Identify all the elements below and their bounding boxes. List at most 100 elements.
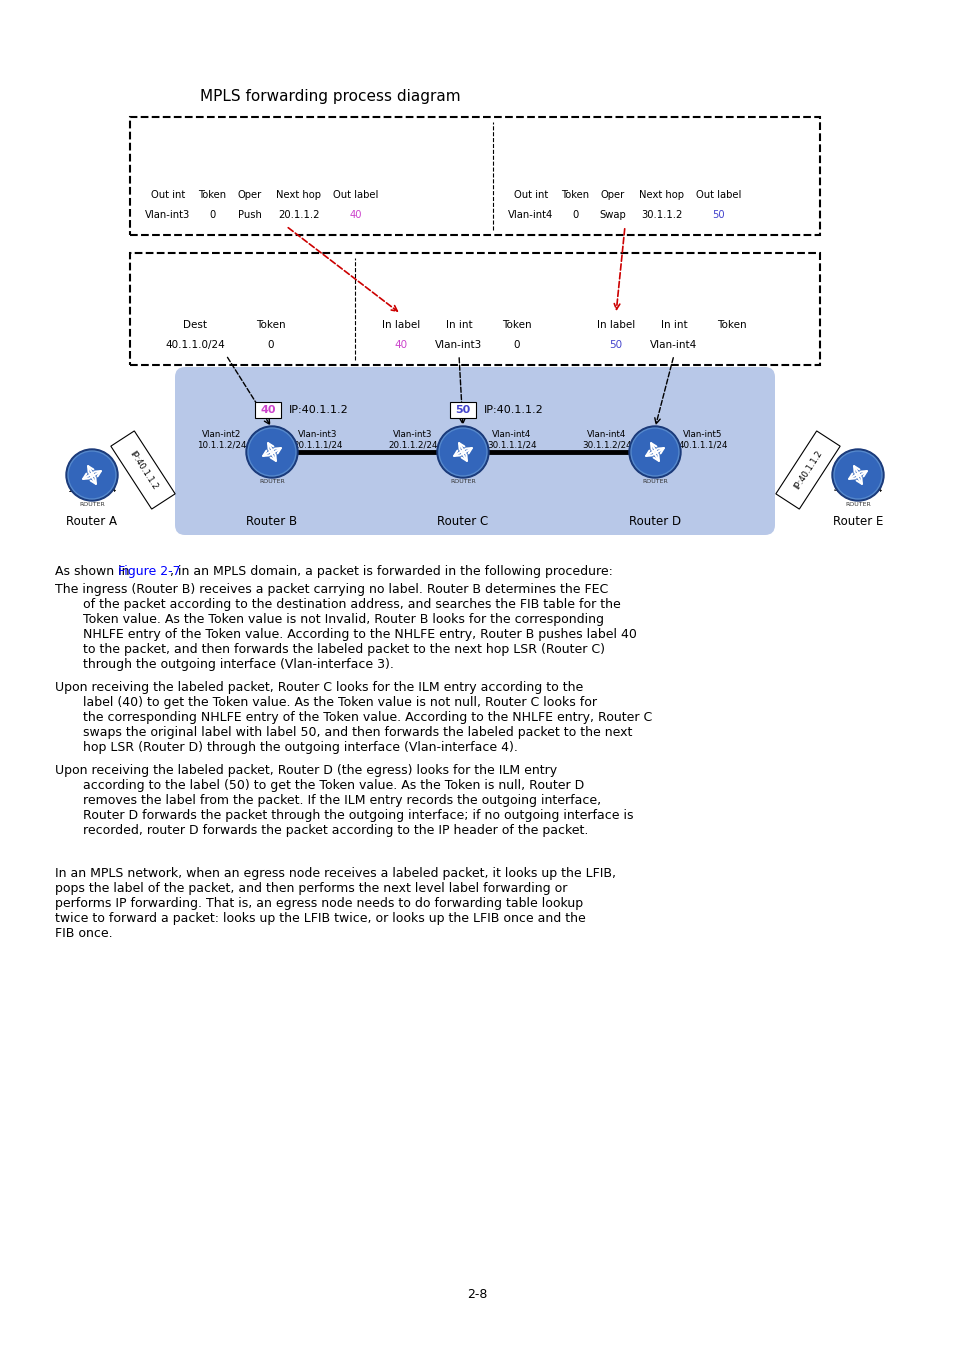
Bar: [150, 335, 240, 355]
Text: pops the label of the packet, and then performs the next level label forwarding : pops the label of the packet, and then p…: [55, 882, 567, 895]
Circle shape: [628, 427, 680, 478]
Text: Token: Token: [717, 320, 746, 329]
Text: Vlan-int3
20.1.1.1/24: Vlan-int3 20.1.1.1/24: [293, 431, 342, 450]
Text: The ingress (Router B) receives a packet carrying no label. Router B determines : The ingress (Router B) receives a packet…: [55, 583, 608, 595]
Text: 0: 0: [268, 340, 274, 350]
Bar: [491, 315, 542, 335]
Text: Token: Token: [198, 190, 226, 200]
Text: Vlan-int3: Vlan-int3: [435, 340, 482, 350]
Bar: [630, 185, 692, 205]
Text: 50: 50: [455, 405, 470, 414]
Bar: [692, 205, 744, 225]
Text: 50: 50: [712, 211, 724, 220]
Bar: [504, 185, 557, 205]
Bar: [254, 402, 281, 418]
Bar: [240, 315, 302, 335]
Text: Next hop: Next hop: [276, 190, 321, 200]
Text: Oper: Oper: [599, 190, 624, 200]
Text: 0: 0: [572, 211, 578, 220]
Bar: [594, 205, 630, 225]
Text: ROUTER: ROUTER: [259, 479, 285, 485]
Circle shape: [630, 428, 679, 477]
Text: of the packet according to the destination address, and searches the FIB table f: of the packet according to the destinati…: [83, 598, 620, 612]
Bar: [641, 335, 705, 355]
Bar: [557, 205, 594, 225]
Circle shape: [66, 450, 118, 501]
Text: Vlan-int4: Vlan-int4: [508, 211, 553, 220]
Bar: [150, 315, 240, 335]
Text: IP:40.1.1.2: IP:40.1.1.2: [791, 450, 823, 491]
Bar: [240, 335, 302, 355]
Text: In int: In int: [445, 320, 472, 329]
Text: 2-8: 2-8: [466, 1288, 487, 1301]
Text: ROUTER: ROUTER: [844, 502, 870, 508]
Text: Figure 2-7: Figure 2-7: [117, 566, 180, 578]
Text: IP:40.1.1.2: IP:40.1.1.2: [289, 405, 349, 414]
Text: Vlan-int4
30.1.1.1/24: Vlan-int4 30.1.1.1/24: [487, 431, 537, 450]
Text: Upon receiving the labeled packet, Router C looks for the ILM entry according to: Upon receiving the labeled packet, Route…: [55, 680, 582, 694]
Bar: [193, 205, 231, 225]
Text: In an MPLS network, when an egress node receives a labeled packet, it looks up t: In an MPLS network, when an egress node …: [55, 867, 616, 880]
Bar: [705, 315, 758, 335]
Text: Token: Token: [501, 320, 531, 329]
Text: Token: Token: [256, 320, 286, 329]
Bar: [594, 185, 630, 205]
Text: Out label: Out label: [696, 190, 740, 200]
Text: MPLS forwarding process diagram: MPLS forwarding process diagram: [200, 89, 460, 104]
Bar: [491, 335, 542, 355]
Text: Out label: Out label: [333, 190, 378, 200]
Text: Router C: Router C: [436, 514, 488, 528]
Text: Router B: Router B: [246, 514, 297, 528]
Text: Router D: Router D: [628, 514, 680, 528]
Bar: [375, 335, 427, 355]
Circle shape: [833, 451, 882, 500]
Bar: [111, 431, 175, 509]
Text: ROUTER: ROUTER: [450, 479, 476, 485]
Text: Vlan-int3: Vlan-int3: [145, 211, 191, 220]
Bar: [231, 205, 268, 225]
Text: FIB once.: FIB once.: [55, 927, 112, 940]
FancyBboxPatch shape: [174, 367, 774, 535]
Bar: [705, 335, 758, 355]
Text: Vlan-int2
10.1.1.2/24: Vlan-int2 10.1.1.2/24: [197, 431, 247, 450]
Text: Router E: Router E: [832, 514, 882, 528]
Bar: [130, 117, 820, 235]
Text: In label: In label: [381, 320, 419, 329]
Bar: [557, 185, 594, 205]
Bar: [641, 315, 705, 335]
Text: 0: 0: [209, 211, 215, 220]
Text: ROUTER: ROUTER: [641, 479, 667, 485]
Circle shape: [436, 427, 489, 478]
Text: IP:40.1.1.2: IP:40.1.1.2: [127, 450, 159, 491]
Text: according to the label (50) to get the Token value. As the Token is null, Router: according to the label (50) to get the T…: [83, 779, 583, 792]
Text: Swap: Swap: [598, 211, 625, 220]
Circle shape: [68, 451, 116, 500]
Bar: [427, 335, 491, 355]
Bar: [775, 431, 840, 509]
Text: removes the label from the packet. If the ILM entry records the outgoing interfa: removes the label from the packet. If th…: [83, 794, 600, 807]
Bar: [142, 185, 193, 205]
Circle shape: [831, 450, 883, 501]
Text: Out int: Out int: [151, 190, 185, 200]
Text: Vlan-int2
10.1.1.1/24: Vlan-int2 10.1.1.1/24: [67, 474, 116, 493]
Text: NHLFE entry of the Token value. According to the NHLFE entry, Router B pushes la: NHLFE entry of the Token value. Accordin…: [83, 628, 637, 641]
Text: 40: 40: [350, 211, 362, 220]
Text: Vlan-int5
40.1.1.2/24: Vlan-int5 40.1.1.2/24: [832, 474, 882, 493]
Bar: [450, 402, 476, 418]
Text: Token: Token: [561, 190, 589, 200]
Text: As shown in: As shown in: [55, 566, 133, 578]
Text: In int: In int: [660, 320, 686, 329]
Text: Oper: Oper: [237, 190, 261, 200]
Text: Token value. As the Token value is not Invalid, Router B looks for the correspon: Token value. As the Token value is not I…: [83, 613, 603, 626]
Text: Out int: Out int: [514, 190, 548, 200]
Text: 40: 40: [394, 340, 407, 350]
Bar: [589, 335, 641, 355]
Bar: [375, 315, 427, 335]
Text: ROUTER: ROUTER: [79, 502, 105, 508]
Text: Vlan-int4: Vlan-int4: [650, 340, 697, 350]
Bar: [231, 185, 268, 205]
Text: label (40) to get the Token value. As the Token value is not null, Router C look: label (40) to get the Token value. As th…: [83, 697, 597, 709]
Text: 40.1.1.0/24: 40.1.1.0/24: [165, 340, 225, 350]
Circle shape: [248, 428, 295, 477]
Text: Next hop: Next hop: [639, 190, 684, 200]
